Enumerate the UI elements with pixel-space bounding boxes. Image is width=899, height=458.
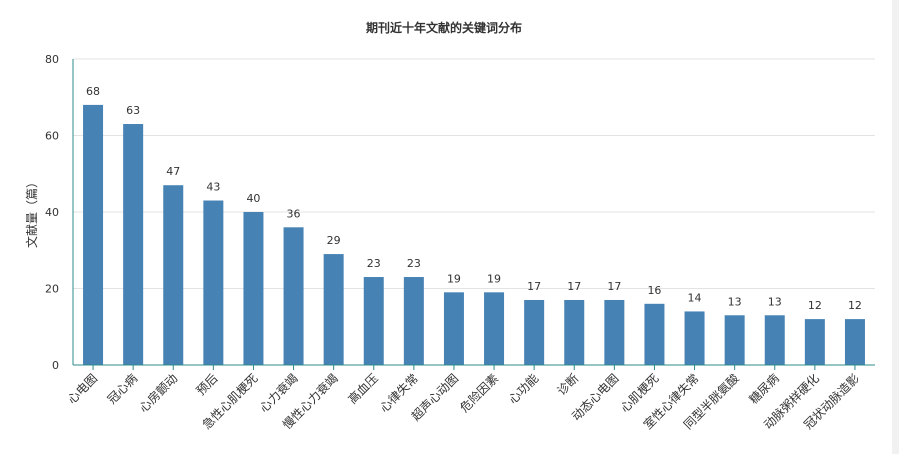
- data-label: 43: [206, 181, 220, 194]
- bar[interactable]: [363, 277, 384, 365]
- bar[interactable]: [484, 292, 505, 365]
- x-tick-label: 心功能: [506, 371, 541, 406]
- data-label: 40: [246, 192, 260, 205]
- bar[interactable]: [764, 315, 785, 365]
- bar[interactable]: [724, 315, 745, 365]
- y-axis-label: 文献量（篇）: [24, 176, 39, 248]
- data-label: 13: [728, 295, 742, 308]
- scrollbar-track[interactable]: [892, 0, 899, 454]
- x-tick-label: 诊断: [554, 371, 582, 399]
- data-label: 29: [327, 234, 341, 247]
- y-tick-label: 0: [52, 359, 59, 372]
- y-tick-label: 60: [45, 130, 59, 143]
- data-label: 19: [447, 272, 461, 285]
- bar[interactable]: [203, 200, 224, 365]
- x-tick-label: 危险因素: [457, 371, 502, 416]
- x-tick-label: 预后: [194, 371, 221, 398]
- x-tick-label: 心电图: [65, 371, 100, 406]
- bar[interactable]: [644, 303, 665, 365]
- data-label: 13: [768, 295, 782, 308]
- data-label: 16: [647, 284, 661, 297]
- bar[interactable]: [283, 227, 304, 365]
- data-label: 12: [808, 299, 822, 312]
- data-label: 17: [527, 280, 541, 293]
- chart-title: 期刊近十年文献的关键词分布: [366, 20, 522, 35]
- data-label: 23: [407, 257, 421, 270]
- data-label: 14: [688, 291, 702, 304]
- data-label: 68: [86, 85, 100, 98]
- bar[interactable]: [524, 299, 545, 365]
- bar[interactable]: [403, 277, 424, 365]
- bar[interactable]: [684, 311, 705, 365]
- data-label: 63: [126, 104, 140, 117]
- data-label: 17: [567, 280, 581, 293]
- y-tick-label: 40: [45, 206, 59, 219]
- bar[interactable]: [123, 124, 144, 366]
- x-tick-label: 冠心病: [104, 371, 140, 407]
- bar[interactable]: [443, 292, 464, 365]
- x-tick-label: 高血压: [345, 371, 381, 407]
- data-label: 47: [166, 165, 180, 178]
- bars: [83, 104, 865, 366]
- bar[interactable]: [564, 299, 585, 365]
- data-label: 17: [607, 280, 621, 293]
- bar[interactable]: [604, 299, 625, 365]
- data-label: 23: [367, 257, 381, 270]
- bar[interactable]: [163, 185, 184, 365]
- bar[interactable]: [243, 212, 264, 365]
- bar[interactable]: [804, 319, 825, 365]
- x-tick-label: 糖尿病: [746, 371, 782, 407]
- bar[interactable]: [844, 319, 865, 365]
- bar[interactable]: [83, 104, 104, 366]
- gridlines: [73, 58, 875, 289]
- data-label: 12: [848, 299, 862, 312]
- data-label: 19: [487, 272, 501, 285]
- data-labels: 68 63 47 43 40 36 29 23 23 19 19 17 17 17 16 14 13 13 12 12: [86, 85, 862, 312]
- y-tick-label: 80: [45, 53, 59, 66]
- y-axis-ticks: 0 20 40 60 80: [45, 53, 59, 372]
- data-label: 36: [287, 207, 301, 220]
- y-tick-label: 20: [45, 283, 59, 296]
- bar[interactable]: [323, 254, 344, 365]
- x-tick-label: 心房颤动: [136, 371, 181, 416]
